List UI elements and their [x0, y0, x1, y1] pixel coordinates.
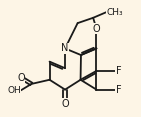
Text: F: F — [116, 66, 121, 76]
Text: O: O — [61, 99, 69, 109]
Text: OH: OH — [7, 86, 21, 95]
Text: CH₃: CH₃ — [106, 8, 123, 17]
Text: F: F — [116, 85, 121, 95]
Text: O: O — [93, 24, 100, 34]
Text: N: N — [61, 43, 69, 53]
Text: O: O — [17, 73, 25, 83]
